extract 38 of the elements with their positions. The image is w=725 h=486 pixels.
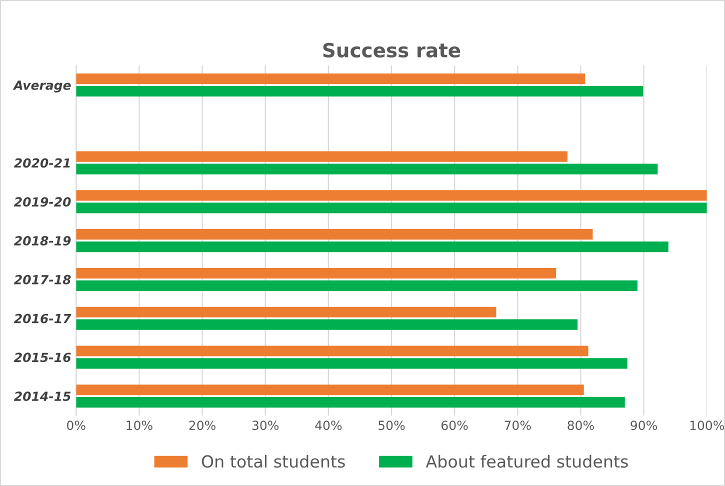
x-tick-label: 100% (690, 420, 724, 430)
bar (76, 242, 668, 252)
bar (76, 164, 658, 174)
bar (76, 86, 644, 97)
bar (76, 229, 593, 240)
bar (76, 190, 707, 201)
bar (76, 346, 588, 356)
legend-label: About featured students (426, 454, 628, 468)
bar (76, 384, 584, 396)
bar (76, 306, 496, 318)
x-tick-label: 10% (126, 420, 152, 430)
x-tick-label: 30% (252, 420, 279, 430)
y-tick-label: 2018-19 (14, 236, 71, 246)
x-tick-label: 90% (630, 420, 657, 430)
bar (76, 319, 578, 330)
x-tick-label: 40% (315, 420, 342, 430)
y-tick-label: 2015-16 (14, 352, 71, 362)
x-tick-label: 70% (504, 420, 531, 430)
bar (76, 151, 568, 162)
y-tick-label: 2019-20 (14, 197, 71, 207)
legend-label: On total students (202, 454, 345, 468)
y-tick-label: 2014-15 (14, 392, 71, 402)
bar (76, 397, 625, 408)
bar (76, 74, 586, 84)
chart-title: Success rate (323, 42, 460, 58)
y-tick-label: Average (12, 80, 71, 92)
x-tick-label: 60% (442, 420, 468, 430)
bar (76, 280, 638, 291)
x-tick-label: 80% (568, 420, 594, 430)
bar (76, 202, 707, 214)
y-tick-label: 2016-17 (14, 314, 72, 324)
x-tick-label: 0% (67, 420, 86, 430)
y-tick-label: 2020-21 (14, 158, 70, 168)
x-tick-label: 50% (378, 420, 405, 430)
x-tick-label: 20% (189, 420, 216, 430)
bar (76, 268, 556, 279)
y-tick-label: 2017-18 (14, 274, 71, 284)
bar (76, 358, 628, 369)
